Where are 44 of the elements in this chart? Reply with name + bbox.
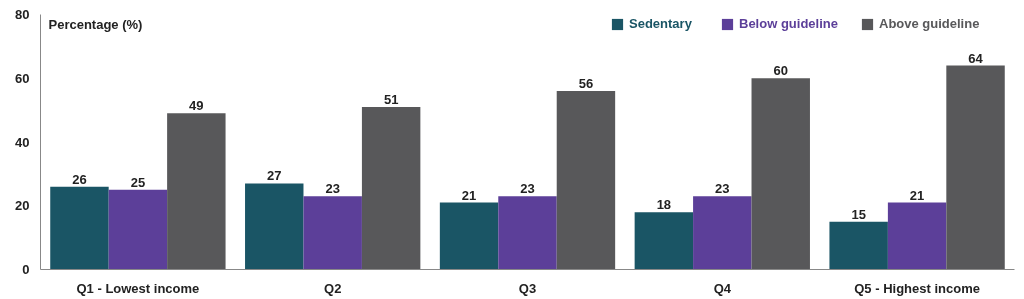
bar — [693, 196, 752, 270]
x-tick-label: Q3 — [518, 280, 537, 296]
y-axis-title: Percentage (%) — [48, 16, 143, 32]
data-label: 56 — [578, 76, 594, 91]
bar — [303, 196, 362, 270]
bar — [439, 202, 499, 270]
bar — [556, 91, 616, 270]
x-tick-label: Q5 - Highest income — [854, 280, 980, 296]
bar — [361, 106, 421, 270]
x-tick-label: Q4 — [713, 280, 732, 296]
y-tick-label: 20 — [15, 198, 30, 214]
y-tick-label: 80 — [15, 7, 30, 22]
legend-label: Sedentary — [629, 16, 692, 31]
bar — [50, 186, 109, 270]
x-tick-label: Q2 — [324, 280, 342, 296]
data-label: 27 — [267, 168, 282, 184]
bar — [108, 189, 168, 270]
y-tick-label: 60 — [15, 70, 30, 86]
y-tick-label: 40 — [15, 134, 30, 150]
bar — [751, 78, 810, 270]
bar — [634, 212, 694, 270]
legend-label: Above guideline — [879, 16, 980, 31]
bar — [167, 113, 226, 270]
data-label: 49 — [189, 98, 204, 114]
data-label: 25 — [130, 174, 146, 190]
data-label: 51 — [383, 91, 399, 107]
data-label: 60 — [773, 63, 788, 79]
data-label: 21 — [909, 187, 925, 203]
bar — [946, 65, 1005, 270]
data-label: 18 — [656, 197, 672, 213]
data-label: 23 — [715, 181, 730, 197]
data-label: 64 — [968, 50, 984, 66]
bar — [498, 196, 557, 270]
bar — [829, 221, 888, 270]
data-label: 21 — [461, 187, 477, 203]
data-label: 23 — [520, 181, 535, 197]
x-tick-label: Q1 - Lowest income — [76, 280, 200, 296]
bar — [887, 202, 947, 270]
data-label: 23 — [325, 181, 340, 197]
bar — [245, 183, 304, 270]
y-tick-label: 0 — [22, 262, 30, 277]
legend-label: Below guideline — [739, 16, 838, 31]
data-label: 26 — [72, 171, 87, 187]
data-label: 15 — [851, 206, 866, 222]
